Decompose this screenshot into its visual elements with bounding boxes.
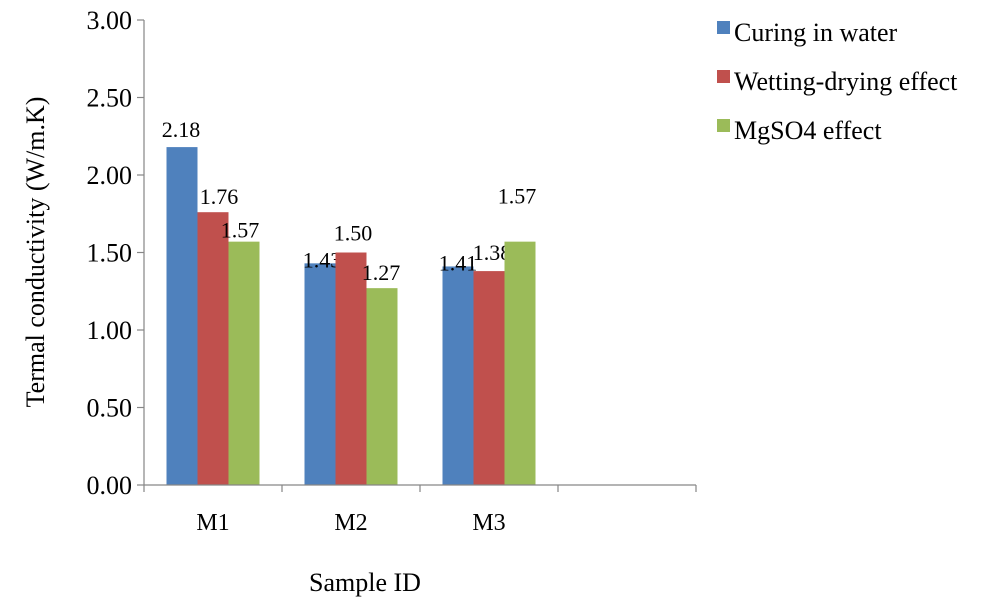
bar: [442, 266, 474, 485]
bar: [228, 241, 260, 485]
legend-label: Curing in water: [734, 18, 898, 47]
y-tick-label: 2.00: [87, 161, 133, 190]
bar: [197, 212, 229, 485]
y-tick-label: 0.50: [87, 394, 133, 423]
legend-swatch: [717, 21, 730, 34]
bar: [366, 288, 398, 485]
legend-swatch: [717, 119, 730, 132]
bar: [335, 252, 367, 485]
y-axis: 0.00 0.50 1.00 1.50 2.00 2.50 3.00: [87, 6, 145, 500]
bar: [304, 263, 336, 485]
y-tick-label: 1.00: [87, 316, 133, 345]
data-label: 1.43: [303, 247, 342, 272]
plot-area: 2.181.43 1.411.761.501.381.571.271.57: [162, 117, 537, 485]
bar: [166, 147, 198, 485]
y-tick-label: 3.00: [87, 6, 133, 35]
x-axis: M1 M2 M3: [143, 484, 697, 536]
data-label: 1.76: [200, 184, 239, 209]
y-tick-label: 2.50: [87, 84, 133, 113]
legend: Curing in water Wetting-drying effect MgSO…: [717, 18, 958, 145]
data-label: 1.41: [439, 250, 478, 275]
bar: [504, 241, 536, 485]
y-axis-title: Termal conductivity (W/m.K): [21, 97, 50, 408]
data-label: 1.27: [362, 260, 401, 285]
y-tick-label: 1.50: [87, 239, 133, 268]
data-label: 1.50: [334, 221, 373, 246]
data-label: 2.18: [162, 117, 201, 142]
y-tick-label: 0.00: [87, 471, 133, 500]
legend-label: Wetting-drying effect: [734, 67, 958, 96]
x-tick-label: M1: [196, 510, 229, 536]
x-tick-label: M2: [334, 510, 367, 536]
x-tick-label: M3: [472, 510, 505, 536]
bar: [473, 271, 505, 485]
data-label: 1.57: [221, 218, 260, 243]
x-axis-title: Sample ID: [309, 568, 421, 597]
data-label: 1.57: [498, 184, 537, 209]
legend-label: MgSO4 effect: [734, 116, 882, 145]
legend-swatch: [717, 70, 730, 83]
